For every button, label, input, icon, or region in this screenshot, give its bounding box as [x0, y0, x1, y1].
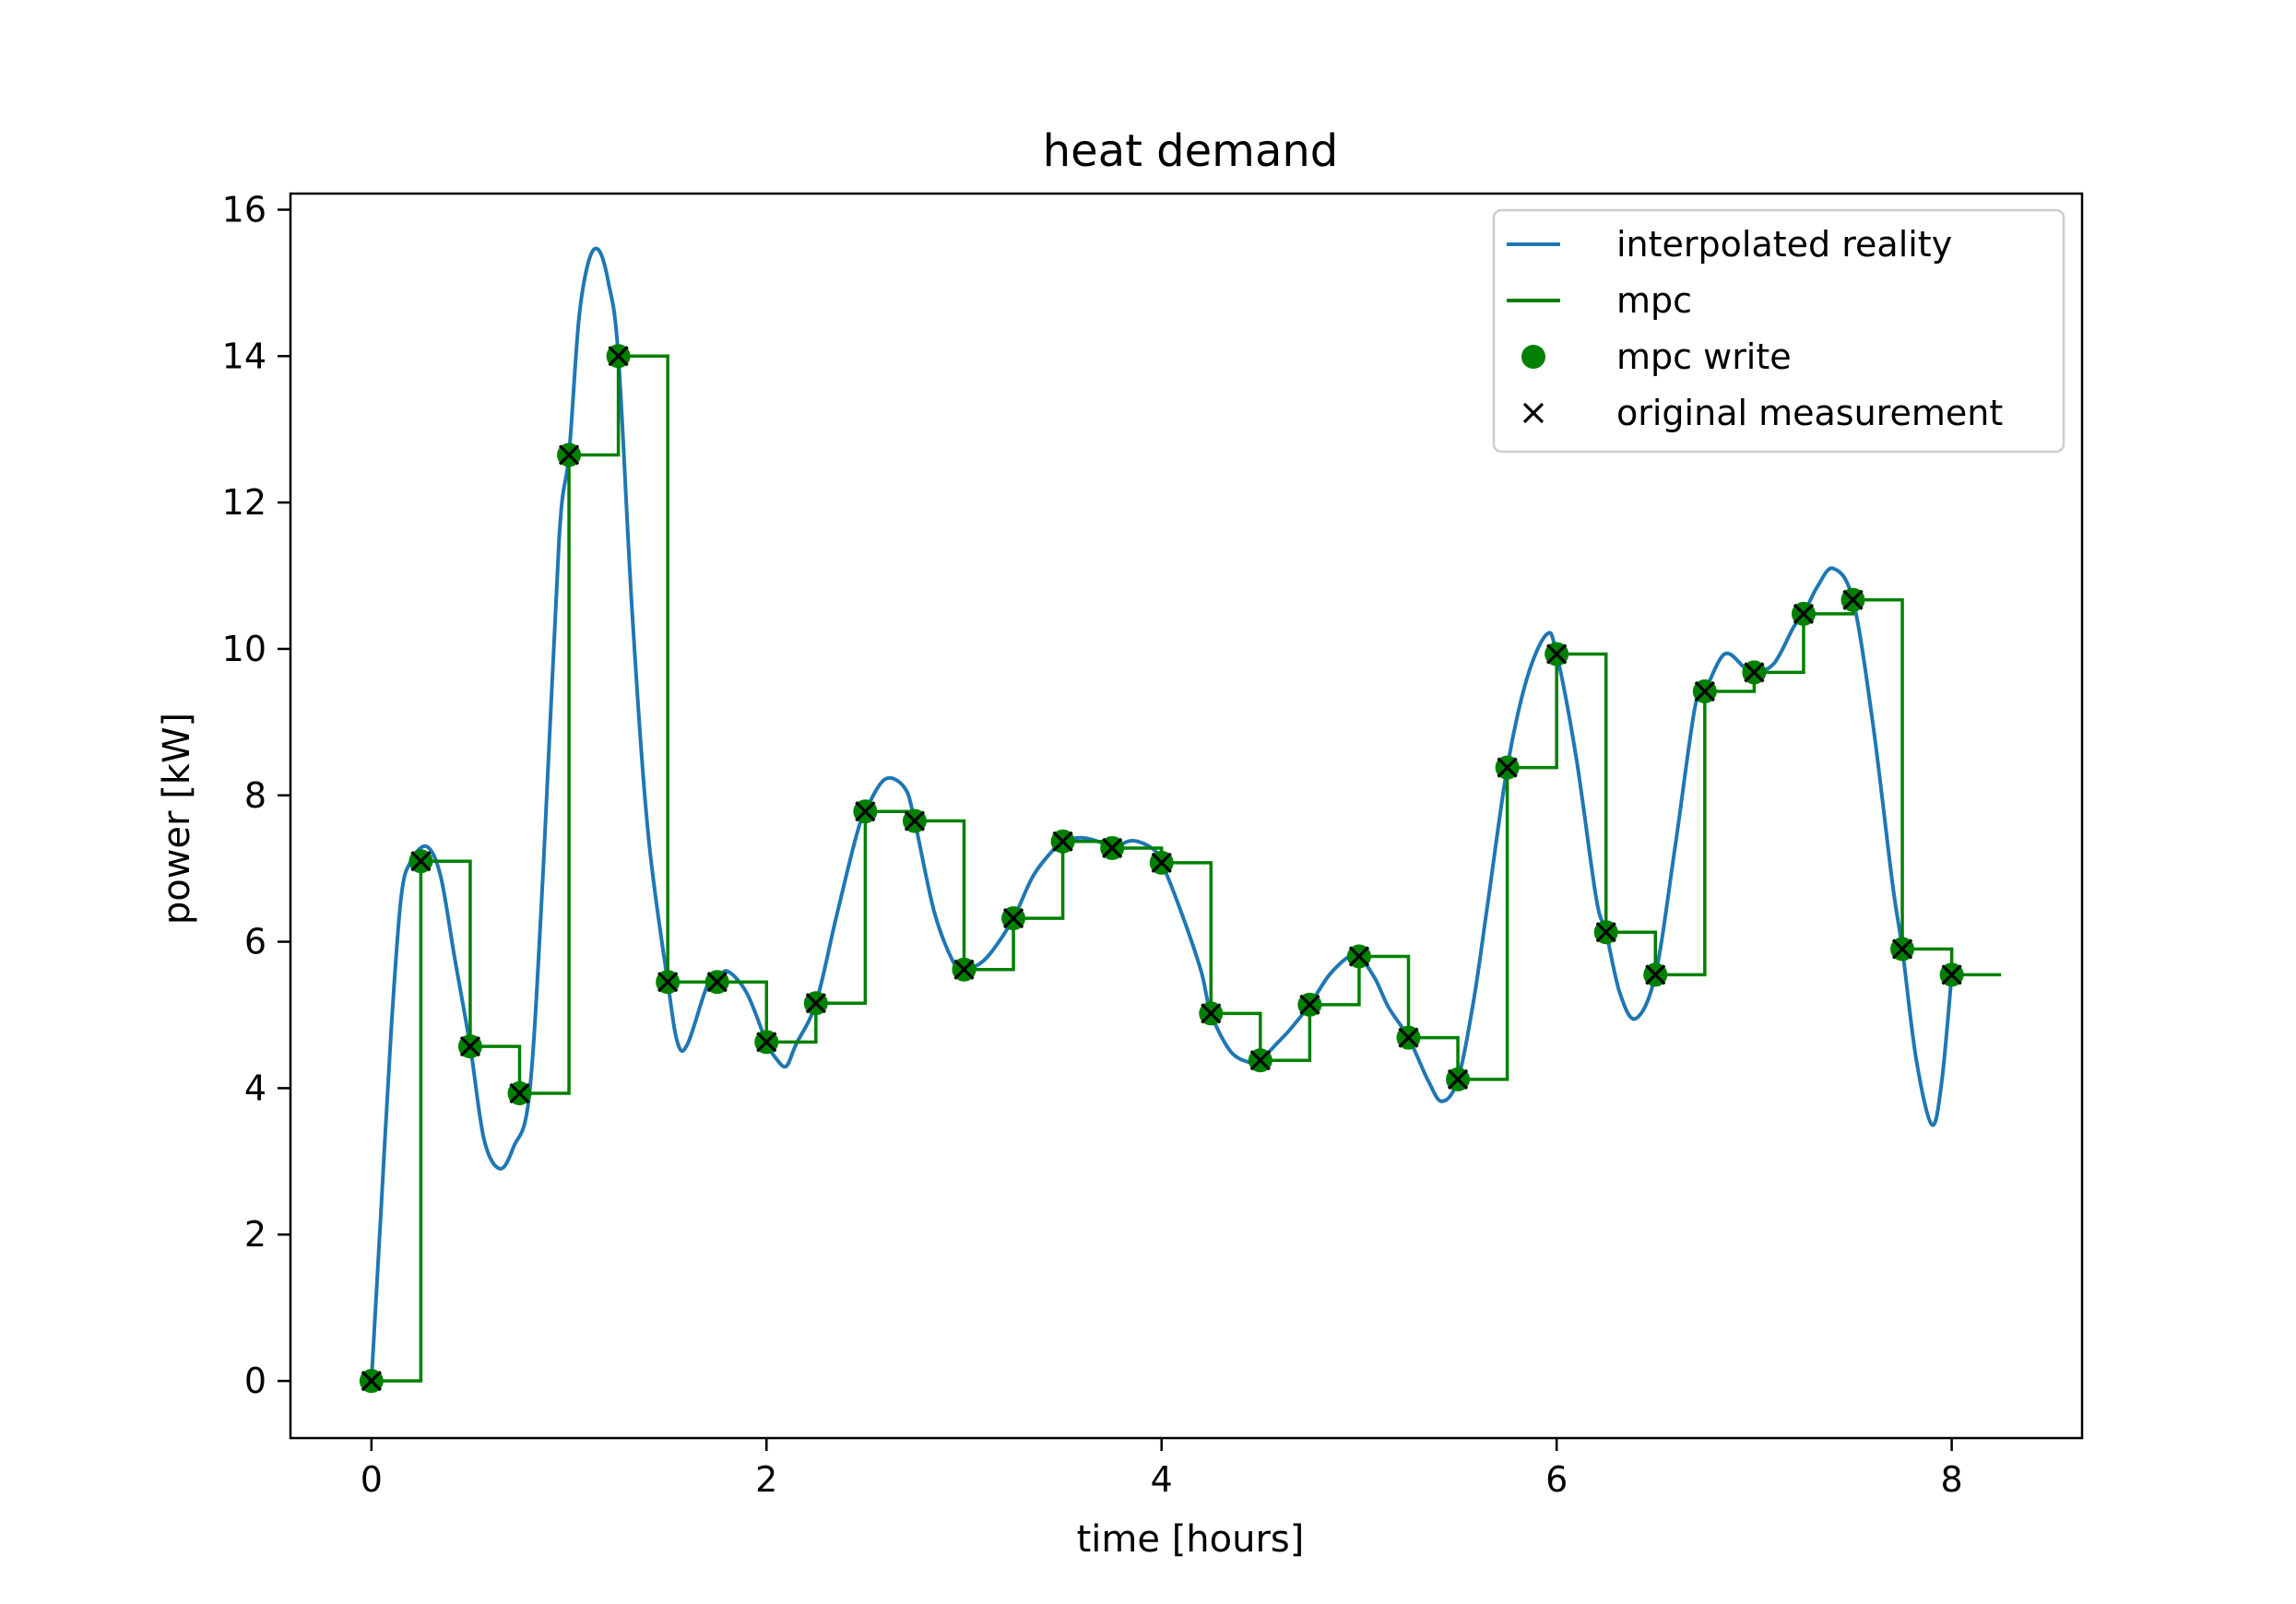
measurement-marker	[1447, 1068, 1469, 1091]
measurement-marker	[509, 1082, 530, 1104]
y-axis: 0 2 4 6 8 10 12 14 16	[222, 189, 290, 1401]
legend-x-handle	[1522, 402, 1544, 424]
plot-area	[359, 246, 2002, 1394]
y-tick-label: 6	[244, 922, 266, 962]
measurement-marker	[1793, 603, 1815, 624]
y-tick-label: 10	[222, 629, 266, 669]
measurement-marker	[1546, 643, 1568, 665]
measurement-marker	[1891, 938, 1913, 960]
measurement-marker	[805, 993, 826, 1014]
measurement-marker	[410, 851, 432, 872]
y-axis-label: power [kW]	[156, 713, 198, 925]
measurement-marker	[361, 1370, 382, 1392]
measurement-marker	[558, 444, 580, 466]
measurement-marker	[1842, 589, 1864, 610]
y-tick-label: 16	[222, 189, 266, 230]
x-axis: 0 2 4 6 8	[361, 1438, 1963, 1500]
x-tick-label: 6	[1545, 1459, 1568, 1500]
measurement-marker	[1102, 837, 1123, 859]
measurement-marker	[756, 1032, 777, 1053]
measurement-marker	[1002, 908, 1024, 929]
y-tick-label: 8	[244, 775, 266, 816]
measurement-marker	[1299, 994, 1320, 1016]
y-tick-label: 2	[244, 1214, 266, 1255]
legend-label: original measurement	[1616, 393, 2003, 433]
measurement-marker	[1151, 852, 1172, 873]
measurement-marker	[953, 959, 975, 980]
y-tick-label: 0	[244, 1361, 266, 1401]
measurement-marker	[657, 972, 679, 993]
x-tick-label: 4	[1151, 1459, 1173, 1500]
measurement-marker	[1694, 680, 1715, 702]
measurement-marker	[1348, 946, 1370, 967]
measurement-marker	[1941, 964, 1962, 985]
measurement-marker	[904, 810, 926, 831]
chart-title: heat demand	[1043, 125, 1339, 177]
legend-label: mpc write	[1616, 336, 1792, 377]
y-tick-label: 4	[244, 1067, 266, 1108]
x-tick-label: 8	[1941, 1459, 1963, 1500]
x-tick-label: 0	[361, 1459, 383, 1500]
measurement-marker	[608, 346, 629, 367]
legend-label: mpc	[1616, 280, 1692, 321]
measurement-marker	[1249, 1050, 1271, 1071]
measurement-marker	[1595, 922, 1616, 943]
legend-dot-handle	[1521, 345, 1545, 369]
x-tick-label: 2	[755, 1459, 777, 1500]
measurement-marker	[1744, 662, 1765, 683]
measurement-marker	[855, 801, 876, 822]
measurement-marker	[459, 1036, 481, 1057]
mpc-step-line	[371, 354, 2002, 1383]
measurement-marker	[1052, 831, 1073, 852]
measurement-marker	[1497, 757, 1518, 778]
measurement-marker	[706, 972, 728, 993]
legend: interpolated reality mpc mpc write original…	[1492, 208, 2065, 454]
axes-frame	[289, 192, 2084, 1440]
y-tick-label: 14	[222, 336, 266, 376]
measurement-marker	[1398, 1027, 1419, 1048]
x-axis-label: time [hours]	[1077, 1518, 1305, 1561]
legend-label: interpolated reality	[1616, 224, 1952, 265]
measurement-marker	[1645, 964, 1666, 985]
measurement-marker	[1201, 1003, 1222, 1024]
y-tick-label: 12	[222, 482, 266, 523]
legend-box	[1492, 208, 2065, 454]
